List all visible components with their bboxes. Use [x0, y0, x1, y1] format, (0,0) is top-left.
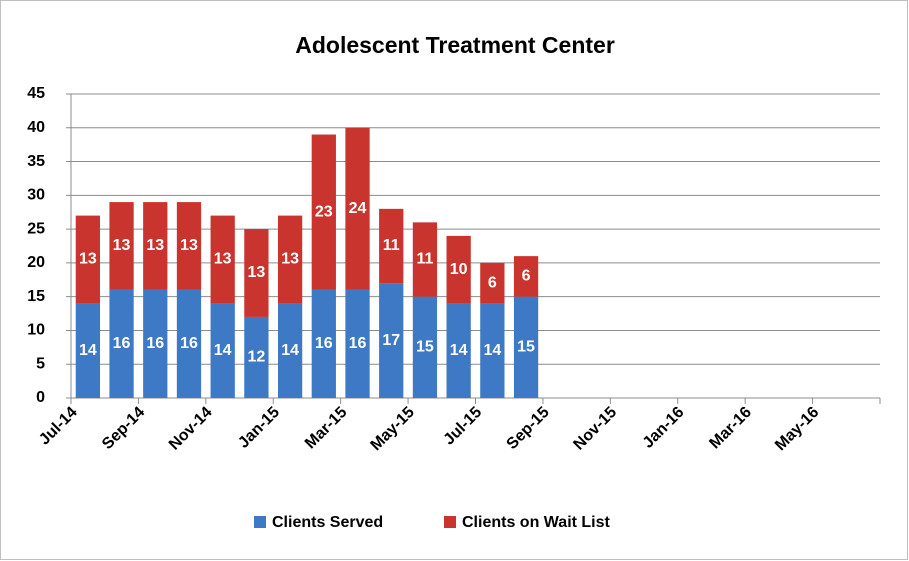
data-label: 13: [180, 237, 198, 254]
y-tick-label: 45: [27, 85, 45, 102]
bar-segment: [345, 289, 370, 398]
bar-segment: [513, 256, 539, 297]
y-tick-label: 0: [36, 389, 45, 406]
data-label: 13: [113, 237, 131, 254]
bar-segment: [446, 235, 471, 304]
bar-segment: [210, 303, 235, 398]
chart-title: Adolescent Treatment Center: [295, 32, 615, 58]
bar-segment: [379, 283, 404, 398]
data-label: 23: [315, 203, 333, 220]
bar-segment: [75, 215, 100, 304]
bar-segment: [176, 289, 202, 398]
legend-swatch: [444, 516, 456, 528]
data-label: 14: [281, 342, 299, 359]
data-label: 14: [483, 342, 501, 359]
data-label: 6: [522, 268, 531, 285]
bar-segment: [143, 289, 168, 398]
data-label: 11: [416, 251, 433, 268]
y-tick-label: 40: [27, 119, 45, 136]
data-label: 13: [146, 237, 164, 254]
bar-segment: [446, 303, 471, 398]
bar-segment: [143, 202, 168, 290]
bar-segment: [277, 215, 303, 304]
data-label: 13: [79, 251, 97, 268]
data-label: 11: [383, 237, 400, 254]
bar-segment: [345, 127, 370, 290]
y-tick-label: 15: [27, 288, 45, 305]
bar-segment: [412, 222, 438, 297]
y-tick-label: 30: [27, 187, 45, 204]
bar-segment: [75, 303, 100, 398]
bar-segment: [244, 316, 269, 398]
bar-segment: [480, 262, 505, 304]
legend-label: Clients Served: [272, 514, 383, 531]
y-tick-label: 25: [27, 220, 45, 237]
y-tick-label: 20: [27, 254, 45, 271]
bar-segment: [513, 296, 539, 398]
data-label: 15: [517, 339, 535, 356]
y-tick-label: 35: [27, 153, 45, 170]
bar-segment: [311, 289, 336, 398]
data-label: 16: [315, 335, 333, 352]
bar-segment: [176, 202, 202, 290]
bar-segment: [210, 215, 235, 304]
bar-segment: [109, 289, 134, 398]
bar-segment: [277, 303, 303, 398]
bar-segment: [480, 303, 505, 398]
data-label: 14: [450, 342, 468, 359]
bar-segment: [244, 229, 269, 317]
data-label: 15: [416, 339, 434, 356]
data-label: 24: [349, 200, 367, 217]
data-label: 16: [349, 335, 367, 352]
y-tick-label: 5: [36, 355, 45, 372]
data-label: 16: [180, 335, 198, 352]
data-label: 16: [146, 335, 164, 352]
data-label: 12: [247, 349, 265, 366]
data-label: 6: [488, 274, 497, 291]
data-label: 14: [79, 342, 97, 359]
legend-label: Clients on Wait List: [462, 514, 611, 531]
data-label: 13: [247, 264, 265, 281]
bar-segment: [311, 134, 336, 290]
data-label: 13: [214, 251, 232, 268]
data-label: 13: [281, 251, 299, 268]
legend-swatch: [254, 516, 266, 528]
bar-segment: [379, 208, 404, 284]
data-label: 16: [113, 335, 131, 352]
data-label: 17: [382, 332, 400, 349]
data-label: 14: [214, 342, 232, 359]
y-tick-label: 10: [27, 322, 45, 339]
bar-segment: [412, 296, 438, 398]
data-label: 10: [450, 261, 468, 278]
bar-segment: [109, 202, 134, 290]
